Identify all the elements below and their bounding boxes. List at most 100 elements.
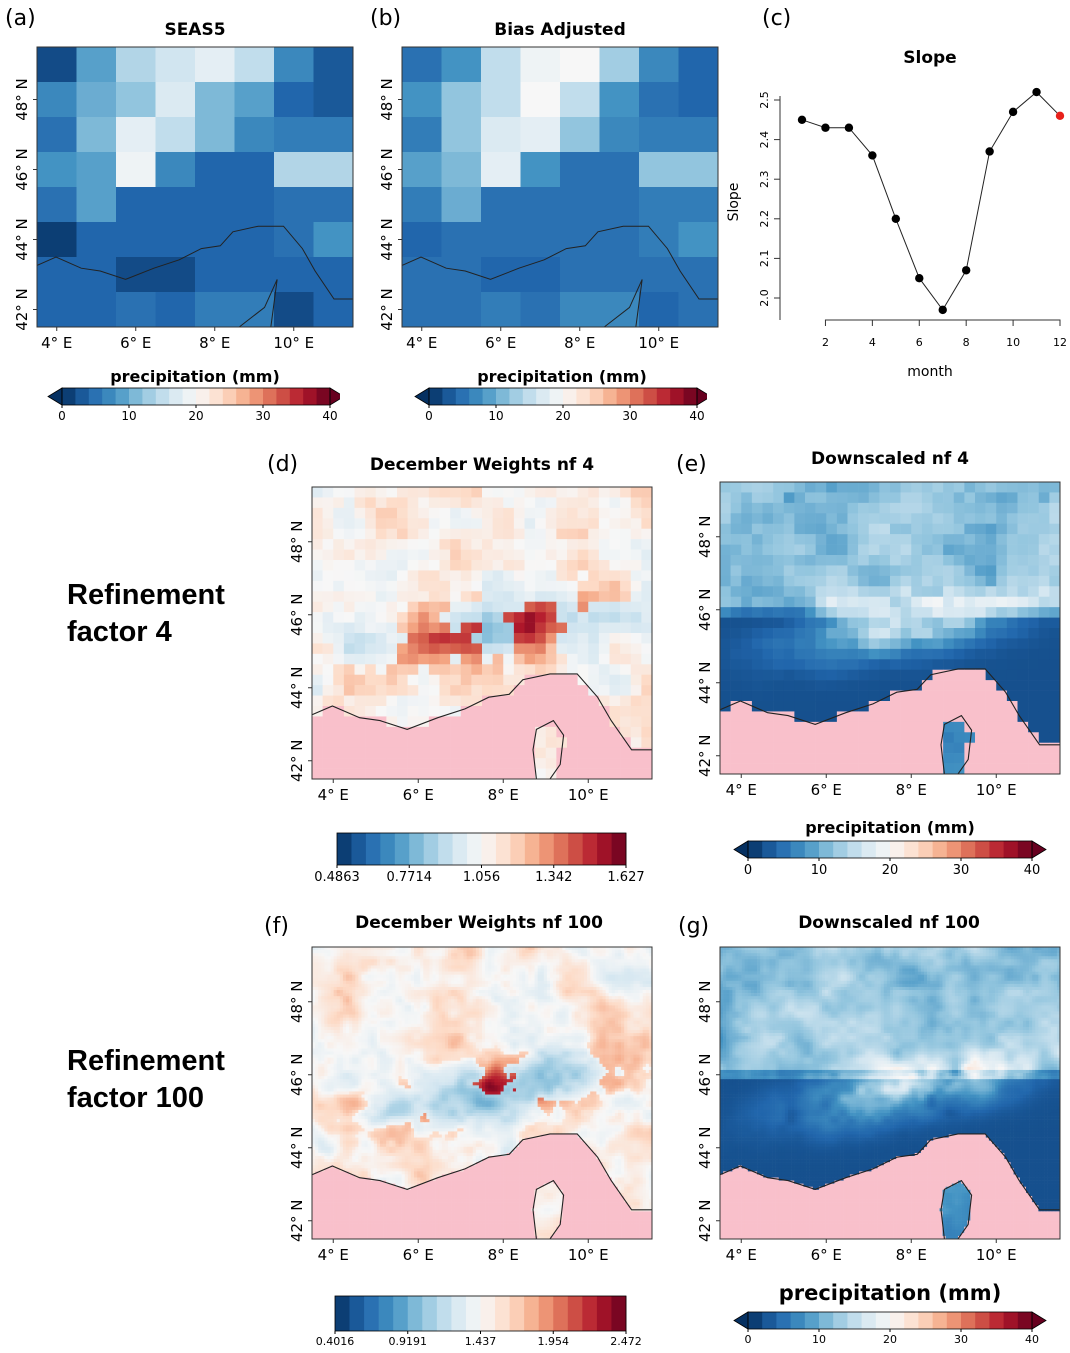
- colorbar-swatch: [790, 841, 806, 858]
- grid-cell: [520, 82, 561, 118]
- panel-b-colorbar-title: precipitation (mm): [427, 367, 697, 386]
- colorbar-swatch: [596, 1296, 612, 1331]
- colorbar-swatch: [209, 388, 224, 405]
- panel-a-title: SEAS5: [37, 20, 353, 40]
- slope-y-tick-label: 2.1: [758, 250, 771, 268]
- grid-cell: [195, 222, 235, 258]
- colorbar-swatch: [904, 1312, 919, 1329]
- colorbar-swatch: [509, 1296, 525, 1331]
- colorbar-swatch: [62, 388, 76, 405]
- colorbar-swatch: [182, 388, 197, 405]
- colorbar-swatch: [630, 388, 644, 405]
- colorbar-swatch: [407, 1296, 423, 1331]
- slope-y-tick-label: 2.2: [758, 210, 771, 228]
- colorbar-swatch: [790, 1312, 806, 1329]
- grid-cell: [560, 257, 600, 293]
- colorbar-swatch: [289, 388, 304, 405]
- map-y-tick-label: 44° N: [288, 666, 306, 709]
- grid-cell: [76, 222, 117, 258]
- grid-cell: [116, 292, 156, 328]
- grid-cell: [155, 292, 196, 328]
- map-y-tick-label: 46° N: [696, 1053, 714, 1096]
- colorbar-swatch: [465, 1296, 481, 1331]
- map-y-tick-label: 42° N: [288, 1199, 306, 1242]
- map-y-tick-label: 44° N: [378, 218, 396, 261]
- map-x-tick-label: 6° E: [811, 781, 842, 799]
- map-y-tick-label: 42° N: [288, 739, 306, 782]
- map-y-tick-label: 46° N: [696, 588, 714, 631]
- grid-cell: [155, 187, 196, 223]
- map-x-tick-label: 8° E: [488, 1246, 519, 1264]
- grid-cell: [599, 152, 640, 188]
- colorbar-swatch: [890, 841, 905, 858]
- slope-x-tick-label: 4: [869, 336, 876, 349]
- grid-cell: [520, 47, 561, 83]
- colorbar-swatch: [249, 388, 264, 405]
- grid-cell: [155, 47, 196, 83]
- colorbar-swatch: [480, 1296, 496, 1331]
- panel-a-label: (a): [5, 6, 36, 31]
- panel-e-colorbar-title: precipitation (mm): [750, 818, 1030, 837]
- colorbar-swatch: [436, 1296, 452, 1331]
- colorbar-tick-label: 2.472: [610, 1335, 642, 1348]
- slope-point-highlight: [1055, 111, 1065, 121]
- colorbar-swatch: [169, 388, 183, 405]
- colorbar-swatch: [349, 1296, 365, 1331]
- grid-cell: [76, 47, 117, 83]
- colorbar-swatch: [875, 1312, 891, 1329]
- colorbar-swatch: [524, 833, 540, 865]
- panel-a-colorbar: 0 10 20 30 40: [47, 387, 340, 423]
- colorbar-tick-label: 0.7714: [387, 870, 433, 885]
- colorbar-tick-label: 1.954: [538, 1335, 570, 1348]
- map-x-tick-label: 10° E: [568, 1246, 609, 1264]
- grid-cell: [155, 82, 196, 118]
- panel-c-label: (c): [762, 6, 791, 31]
- colorbar-swatch: [932, 841, 948, 858]
- grid-cell: [37, 47, 77, 83]
- colorbar-swatch: [847, 841, 862, 858]
- map-y-tick-label: 42° N: [13, 288, 31, 331]
- colorbar-swatch: [918, 1312, 933, 1329]
- map-y-tick-label: 44° N: [288, 1126, 306, 1169]
- map-y-tick-label: 48° N: [696, 515, 714, 558]
- grid-cell: [116, 187, 156, 223]
- colorbar-swatch: [455, 388, 470, 405]
- colorbar-swatch: [539, 833, 555, 865]
- colorbar-swatch: [469, 388, 483, 405]
- colorbar-tick-label: 10: [121, 409, 136, 423]
- colorbar-swatch: [568, 833, 584, 865]
- colorbar-swatch: [496, 388, 510, 405]
- colorbar-tick-label: 0.4016: [316, 1335, 355, 1348]
- grid-cell: [274, 292, 314, 328]
- grid-cell: [274, 222, 314, 258]
- colorbar-swatch: [582, 1296, 598, 1331]
- colorbar-swatch: [549, 388, 564, 405]
- grid-cell: [402, 117, 442, 153]
- colorbar-swatch: [422, 1296, 438, 1331]
- panel-e-title: Downscaled nf 4: [720, 449, 1060, 469]
- colorbar-swatch: [762, 1312, 777, 1329]
- grid-cell: [313, 82, 354, 118]
- grid-cell: [560, 82, 600, 118]
- slope-x-tick-label: 10: [1006, 336, 1020, 349]
- colorbar-swatch: [102, 388, 116, 405]
- colorbar-tick-label: 1.342: [535, 870, 572, 885]
- panel-e-colorbar: 0 10 20 30 40: [733, 840, 1047, 878]
- colorbar-swatch: [918, 841, 933, 858]
- grid-cell: [441, 222, 482, 258]
- grid-cell: [116, 47, 156, 83]
- colorbar-swatch: [932, 1312, 948, 1329]
- panel-g-title: Downscaled nf 100: [717, 913, 1061, 933]
- grid-cell: [234, 187, 275, 223]
- grid-cell: [678, 82, 719, 118]
- colorbar-swatch: [438, 833, 453, 865]
- colorbar-swatch: [429, 388, 443, 405]
- panel-b-label: (b): [370, 6, 401, 31]
- grid-cell: [402, 82, 442, 118]
- map-y-tick-label: 44° N: [696, 661, 714, 704]
- colorbar-swatch: [451, 1296, 467, 1331]
- colorbar-swatch: [365, 833, 381, 865]
- grid-cell: [441, 47, 482, 83]
- grid-cell: [37, 187, 77, 223]
- grid-cell: [678, 47, 719, 83]
